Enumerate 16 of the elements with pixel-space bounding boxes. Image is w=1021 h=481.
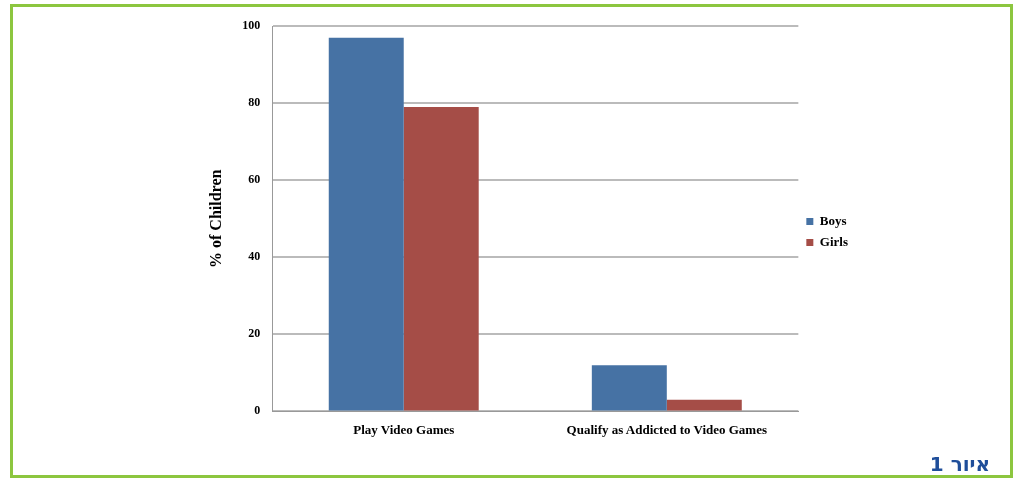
- y-axis-title: % of Children: [206, 169, 224, 268]
- y-tick-label: 40: [248, 249, 261, 264]
- bar: [403, 107, 479, 411]
- legend-label: Boys: [819, 212, 847, 228]
- legend-label: Girls: [819, 233, 849, 249]
- y-tick-label: 80: [248, 95, 261, 110]
- y-tick-label: 0: [254, 403, 261, 418]
- text: איור 1: [929, 452, 990, 476]
- bar: [591, 365, 667, 411]
- y-tick-label: 60: [248, 172, 261, 187]
- x-tick-label: Play Video Games: [353, 421, 455, 437]
- y-tick-label: 20: [248, 326, 261, 341]
- bar: [666, 399, 742, 411]
- x-tick-label: Qualify as Addicted to Video Games: [566, 421, 768, 437]
- bar: [328, 37, 404, 411]
- y-tick-label: 100: [242, 18, 261, 33]
